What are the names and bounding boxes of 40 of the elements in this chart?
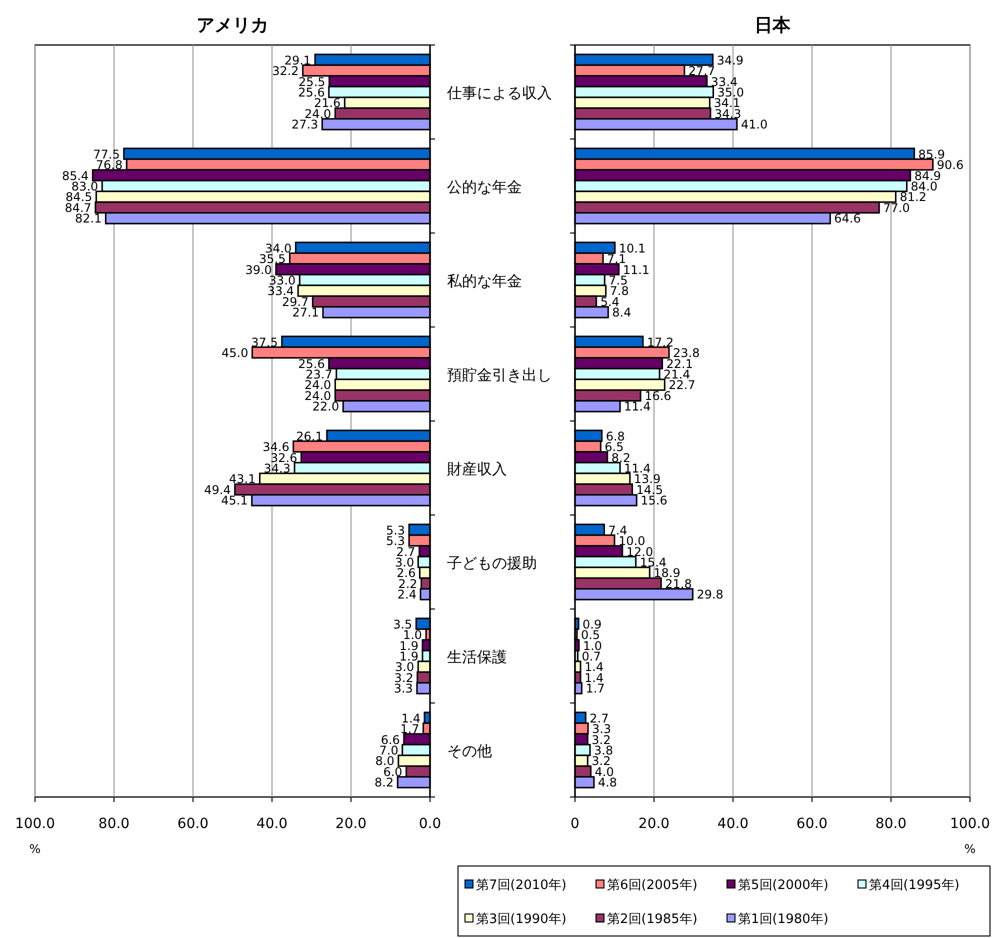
data-label: 17.2 (646, 335, 674, 350)
data-label: 41.0 (740, 118, 768, 132)
x-tick-label: 0 (570, 816, 580, 832)
x-axis-title: % (29, 842, 41, 856)
y-tick-label: 仕事による収入 (446, 84, 552, 102)
legend-label: 第3回(1990年) (476, 912, 566, 927)
x-tick-label: 100.0 (14, 816, 56, 832)
legend-label: 第1回(1980年) (738, 912, 828, 927)
legend-label: 第2回(1985年) (607, 912, 698, 927)
x-tick-label: 80.0 (98, 816, 130, 832)
chart-title: アメリカ (196, 15, 268, 36)
y-tick-label: 公的な年金 (447, 178, 522, 196)
y-tick-label: 生活保護 (447, 648, 507, 666)
y-tick-label: 預貯金引き出し (447, 366, 552, 384)
legend-label: 第4回(1995年) (869, 878, 960, 893)
x-tick-label: 100.0 (950, 816, 990, 832)
x-tick-label: 80.0 (875, 816, 907, 832)
y-tick-label: 私的な年金 (447, 272, 522, 290)
data-label: 37.5 (251, 335, 278, 350)
chart-title: 日本 (754, 15, 792, 36)
y-tick-label: 財産収入 (447, 460, 507, 478)
x-tick-label: 0.0 (418, 816, 442, 832)
x-tick-label: 40.0 (717, 816, 749, 832)
data-label: 45.0 (222, 346, 248, 360)
x-tick-label: 20.0 (335, 816, 367, 832)
x-axis-title: % (964, 842, 976, 856)
x-tick-label: 20.0 (638, 816, 670, 832)
y-tick-label: その他 (447, 742, 492, 760)
legend-label: 第6回(2005年) (607, 878, 698, 893)
data-label: 64.6 (834, 212, 861, 226)
y-tick-label: 子どもの援助 (447, 554, 537, 572)
data-label: 29.8 (696, 588, 724, 602)
legend-label: 第7回(2010年) (476, 878, 566, 893)
data-label: 26.1 (296, 429, 323, 444)
x-tick-label: 60.0 (796, 816, 828, 832)
data-label: 43.1 (229, 472, 256, 486)
x-tick-label: 40.0 (256, 816, 288, 832)
x-tick-label: 60.0 (177, 816, 209, 832)
data-label: 34.9 (716, 53, 744, 68)
legend-label: 第5回(2000年) (738, 878, 828, 893)
